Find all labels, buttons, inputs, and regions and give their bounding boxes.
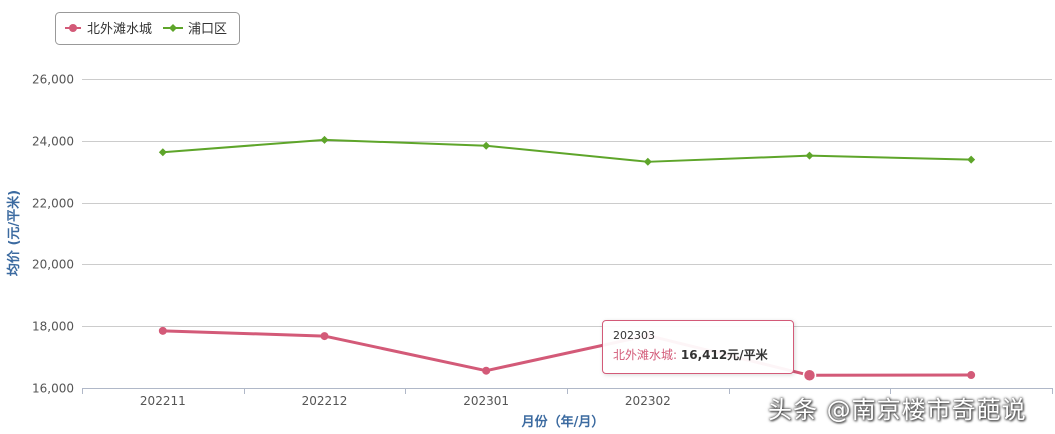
data-tooltip: 202303 北外滩水城: 16,412元/平米 [602, 320, 794, 374]
y-tick-label: 20,000 [32, 258, 74, 272]
tooltip-series-label: 北外滩水城: [613, 348, 678, 362]
y-axis-ticks: 16,000 18,000 20,000 22,000 24,000 26,000 [32, 73, 74, 396]
watermark: 头条 @南京楼市奇葩说 [768, 396, 1027, 424]
series-2-point[interactable] [805, 151, 814, 160]
y-axis-title: 均价 (元/平米) [6, 190, 22, 276]
series-2-point[interactable] [967, 155, 976, 164]
series-2-point[interactable] [320, 135, 329, 144]
legend-label-series-2[interactable]: 浦口区 [188, 22, 227, 37]
series-line-2 [162, 138, 972, 163]
x-tick-label: 202301 [463, 394, 509, 408]
y-tick-label: 18,000 [32, 320, 74, 334]
x-tick-label: 202211 [140, 394, 186, 408]
series-1-point[interactable] [482, 366, 491, 375]
series-1-point[interactable] [320, 332, 329, 341]
y-tick-label: 26,000 [32, 73, 74, 87]
gridlines [82, 79, 1052, 389]
y-tick-label: 16,000 [32, 382, 74, 396]
x-axis: 202211 202212 202301 202302 [82, 388, 1053, 408]
series-line-1 [162, 329, 972, 377]
series-2-point[interactable] [482, 141, 491, 150]
legend-marker-series-1 [69, 24, 77, 32]
tooltip-header: 202303 [613, 329, 655, 342]
x-tick-label: 202302 [625, 394, 671, 408]
x-tick-label: 202212 [302, 394, 348, 408]
x-axis-title: 月份（年/月） [521, 414, 605, 430]
series-2-point[interactable] [643, 157, 652, 166]
series-2-point[interactable] [158, 148, 167, 157]
series-1-point[interactable] [158, 326, 167, 335]
legend-marker-series-2 [169, 24, 177, 32]
series-lines [158, 135, 976, 383]
legend[interactable]: 北外滩水城 浦口区 [55, 12, 240, 45]
series-1-point[interactable] [967, 371, 976, 380]
y-tick-label: 22,000 [32, 197, 74, 211]
series-1-point[interactable] [802, 368, 817, 383]
y-tick-label: 24,000 [32, 135, 74, 149]
tooltip-value: 16,412元/平米 [680, 348, 768, 362]
legend-label-series-1[interactable]: 北外滩水城 [87, 22, 152, 37]
